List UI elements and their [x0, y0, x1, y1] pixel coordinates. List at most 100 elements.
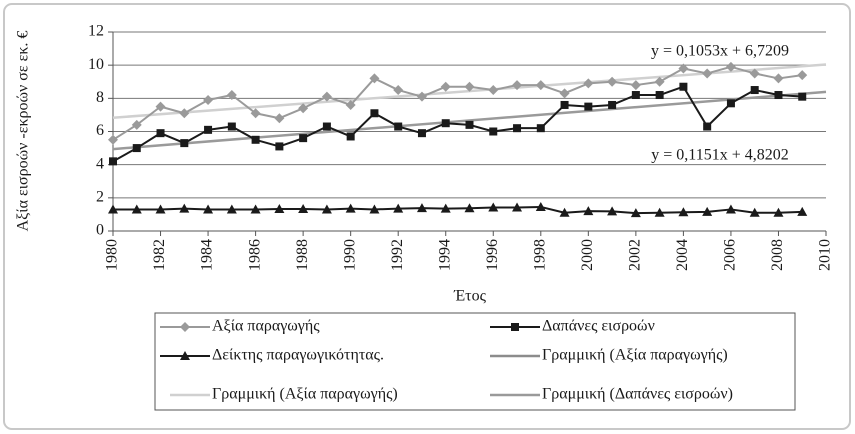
data-point: [513, 124, 522, 133]
data-point: [535, 80, 546, 91]
legend-marker: [180, 351, 190, 360]
legend-label: Αξία παραγωγής: [212, 318, 320, 335]
data-point: [535, 201, 546, 211]
data-point: [464, 81, 475, 92]
data-point: [226, 204, 237, 214]
legend-marker: [180, 322, 190, 332]
data-point: [773, 73, 784, 84]
x-tick-label: 1982: [151, 239, 168, 271]
x-tick-label: 1984: [199, 239, 216, 271]
data-point: [512, 80, 523, 91]
data-point: [321, 91, 332, 102]
x-tick-label: 1996: [484, 239, 501, 271]
data-point: [464, 203, 475, 213]
data-point: [536, 124, 545, 133]
legend-label: Γραμμική (Αξία παραγωγής): [542, 347, 728, 364]
x-tick-label: 1992: [389, 239, 406, 271]
data-point: [274, 203, 285, 213]
data-point: [322, 122, 331, 131]
data-point: [773, 207, 784, 217]
data-point: [298, 103, 309, 114]
data-point: [109, 157, 117, 166]
data-point: [774, 91, 783, 100]
x-tick-label: 2006: [722, 239, 739, 271]
annotation: y = 0,1053x + 6,7209: [651, 43, 789, 60]
legend-marker: [511, 323, 519, 331]
data-point: [488, 202, 499, 212]
x-tick-label: 2002: [627, 239, 644, 271]
data-point: [156, 129, 165, 138]
data-point: [274, 113, 285, 124]
data-point: [654, 76, 665, 87]
data-point: [203, 94, 214, 105]
data-point: [132, 144, 141, 153]
trendline: [112, 90, 827, 151]
data-point: [702, 68, 713, 79]
data-point: [440, 81, 451, 92]
data-point: [250, 204, 261, 214]
data-point: [321, 204, 332, 214]
annotation: y = 0,1151x + 4,8202: [651, 147, 788, 164]
data-point: [608, 100, 617, 109]
data-point: [370, 109, 379, 118]
data-point: [204, 125, 213, 134]
data-point: [227, 122, 236, 131]
x-tick-label: 2004: [674, 239, 691, 271]
x-tick-label: 1990: [341, 239, 358, 271]
data-point: [441, 119, 450, 128]
y-tick-label: 8: [96, 89, 104, 106]
x-tick-label: 2010: [817, 239, 834, 271]
x-tick-label: 1988: [294, 239, 311, 271]
y-axis-label: Αξία εισροών -εκροών σε εκ. €: [15, 31, 32, 232]
data-point: [393, 203, 404, 213]
legend-label: Δείκτης παραγωγικότητας.: [212, 347, 384, 364]
data-point: [131, 204, 142, 214]
data-point: [797, 206, 808, 216]
data-point: [489, 127, 498, 136]
data-point: [345, 203, 356, 213]
data-point: [725, 204, 736, 214]
data-point: [559, 88, 570, 99]
y-tick-label: 10: [88, 56, 104, 73]
x-tick-label: 1986: [246, 239, 263, 271]
data-point: [654, 207, 665, 217]
data-point: [131, 119, 142, 130]
data-point: [108, 134, 118, 145]
data-point: [607, 206, 618, 216]
y-tick-label: 4: [96, 155, 104, 172]
data-point: [346, 132, 355, 141]
y-tick-label: 2: [96, 189, 104, 206]
data-point: [749, 207, 760, 217]
x-tick-label: 1998: [531, 239, 548, 271]
data-point: [798, 92, 807, 101]
legend: [154, 312, 796, 411]
data-point: [226, 90, 237, 101]
x-tick-label: 2008: [769, 239, 786, 271]
data-point: [203, 204, 214, 214]
data-point: [679, 82, 688, 91]
data-point: [345, 99, 356, 110]
data-point: [417, 129, 426, 138]
data-point: [251, 135, 260, 144]
data-point: [299, 134, 308, 143]
series-line: [113, 205, 803, 215]
data-point: [108, 204, 118, 214]
data-point: [584, 102, 593, 111]
data-point: [369, 73, 380, 84]
legend-label: Δαπάνες εισροών: [542, 318, 655, 335]
data-point: [750, 86, 759, 95]
data-point: [631, 91, 640, 100]
data-point: [797, 70, 808, 81]
data-point: [394, 122, 403, 131]
data-point: [416, 203, 427, 213]
data-point: [488, 85, 499, 96]
data-point: [180, 139, 189, 148]
data-point: [703, 122, 712, 131]
data-point: [726, 99, 735, 108]
data-point: [655, 91, 664, 100]
y-tick-label: 6: [96, 122, 104, 139]
data-point: [725, 61, 736, 72]
x-tick-label: 1994: [436, 239, 453, 271]
data-point: [393, 85, 404, 96]
